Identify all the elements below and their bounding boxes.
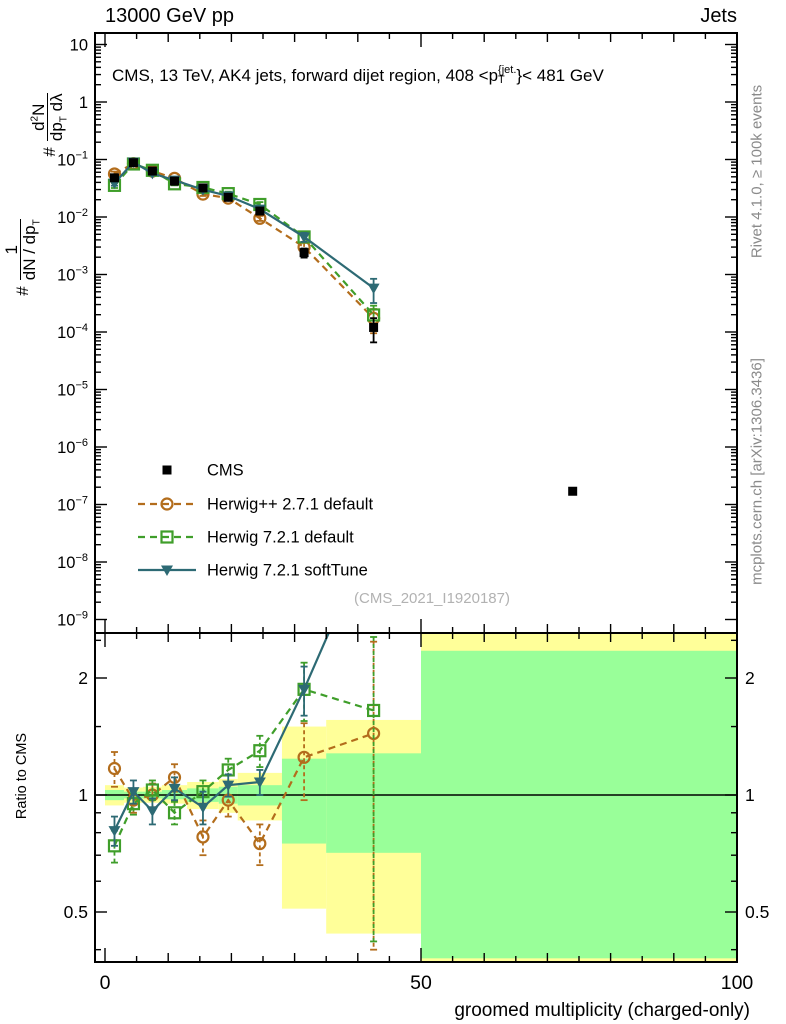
y-tick-label: 10−7 <box>57 495 88 515</box>
series-main-herwig-7-2-1-softtune <box>108 157 380 304</box>
ratio-point <box>108 826 121 837</box>
legend-marker-sample <box>162 465 172 475</box>
x-axis-label: groomed multiplicity (charged-only) <box>454 1000 750 1021</box>
ratio-point <box>107 761 122 776</box>
analysis-group-title: Jets <box>700 5 737 27</box>
ratio-point <box>146 806 159 817</box>
legend-marker-sample <box>161 565 173 576</box>
ratio-tick-label-right: 0.5 <box>745 902 769 922</box>
ratio-series <box>107 526 381 951</box>
axis-ticks <box>95 33 738 962</box>
data-point <box>223 192 233 202</box>
rivet-version-note: Rivet 4.1.0, ≥ 100k events <box>748 84 766 259</box>
plot-title-text-end: }< 481 GeV <box>516 66 604 85</box>
data-point <box>255 206 265 216</box>
ratio-point <box>145 783 159 797</box>
legend-label: CMS <box>207 462 244 480</box>
ratio-point <box>167 806 182 820</box>
x-tick-label: 100 <box>721 972 754 994</box>
ratio-point <box>297 750 311 764</box>
ratio-tick-label-right: 2 <box>745 668 755 688</box>
data-point <box>170 176 180 186</box>
series-main-cms <box>109 158 578 496</box>
plot-title-text: CMS, 13 TeV, AK4 jets, forward dijet reg… <box>112 66 499 85</box>
ratio-axis-label: Ratio to CMS <box>14 732 30 820</box>
ratio-tick-label-left: 2 <box>78 668 88 688</box>
ratio-point <box>253 744 267 758</box>
data-point <box>298 232 311 243</box>
main-panel-border <box>94 32 738 634</box>
ratio-point <box>127 787 140 798</box>
y-axis-frac1: 1 dN / dpT <box>1 219 44 281</box>
mcplots-arxiv-note: mcplots.cern.ch [arXiv:1306.3436] <box>748 358 766 585</box>
plot-title: CMS, 13 TeV, AK4 jets, forward dijet reg… <box>112 63 604 87</box>
y-tick-label: 10−9 <box>57 610 88 630</box>
y-tick-label: 10 <box>70 37 88 55</box>
ratio-tick-label-left: 0.5 <box>64 902 88 922</box>
y-tick-label: 10−6 <box>57 437 88 457</box>
ratio-point <box>222 780 235 792</box>
data-point <box>147 166 157 176</box>
ratio-point <box>196 830 210 844</box>
beam-energy-title: 13000 GeV pp <box>105 5 234 27</box>
series-main-herwig-7-2-1-default <box>107 157 381 331</box>
legend-label: Herwig++ 2.7.1 default <box>207 496 373 514</box>
legend-item-herwig-7-2-1-default: Herwig 7.2.1 default <box>138 529 354 547</box>
data-point-extra <box>568 486 578 496</box>
x-tick-label: 50 <box>410 972 432 994</box>
data-point <box>369 322 379 332</box>
series-line <box>113 162 375 316</box>
legend-item-herwig-7-2-1-softtune: Herwig 7.2.1 softTune <box>138 562 368 580</box>
legend: CMS Herwig++ 2.7.1 default Herwig 7.2.1 de… <box>138 462 373 580</box>
y-axis-frac2: d2N dpT dλ <box>28 93 71 142</box>
ratio-line <box>113 732 374 846</box>
y-tick-label: 10−5 <box>57 380 88 400</box>
data-point <box>367 283 380 295</box>
y-tick-label: 10−8 <box>57 552 88 572</box>
ratio-band-green <box>421 650 737 959</box>
legend-label: Herwig 7.2.1 softTune <box>207 562 368 580</box>
legend-item-cms: CMS <box>162 462 244 480</box>
series-line <box>113 160 375 289</box>
plot-title-ptjet: {jet. T <box>498 63 517 86</box>
data-point <box>198 183 208 193</box>
legend-label: Herwig 7.2.1 default <box>207 529 354 547</box>
data-point <box>109 173 119 183</box>
legend-item-herwig-2-7-1-default: Herwig++ 2.7.1 default <box>138 496 373 514</box>
y-tick-label: 10−3 <box>57 265 88 285</box>
ratio-panel-border <box>94 632 738 963</box>
ratio-point <box>367 703 381 718</box>
ratio-band-green <box>281 758 327 844</box>
y-axis-hash2: # <box>40 147 59 157</box>
y-tick-label: 10−4 <box>57 322 88 342</box>
legend-marker-sample <box>160 497 174 511</box>
legend-marker-sample <box>160 530 174 544</box>
ratio-tick-label-left: 1 <box>78 785 88 805</box>
y-axis-hash1: # <box>13 286 32 296</box>
ratio-point <box>298 684 311 696</box>
y-tick-label: 1 <box>79 94 88 112</box>
series-main-herwig-2-7-1-default <box>107 156 381 335</box>
series-ratio-herwig-7-2-1-softtune <box>108 526 380 847</box>
ratio-point <box>253 777 266 789</box>
y-axis-label-term1: # 1 dN / dpT <box>2 175 44 340</box>
plot-title-sub: T <box>498 73 505 86</box>
analysis-id-watermark: (CMS_2021_I1920187) <box>354 590 510 607</box>
ratio-tick-label-right: 1 <box>745 785 755 805</box>
ratio-point <box>368 526 380 537</box>
ratio-point <box>168 783 181 795</box>
ratio-point <box>196 802 209 814</box>
ratio-point <box>253 836 267 851</box>
x-tick-label: 0 <box>100 972 111 994</box>
main-series <box>107 156 578 496</box>
series-line <box>113 162 375 320</box>
data-point <box>299 248 309 258</box>
data-point <box>128 158 138 168</box>
plot-title-sup: {jet. <box>498 63 517 76</box>
